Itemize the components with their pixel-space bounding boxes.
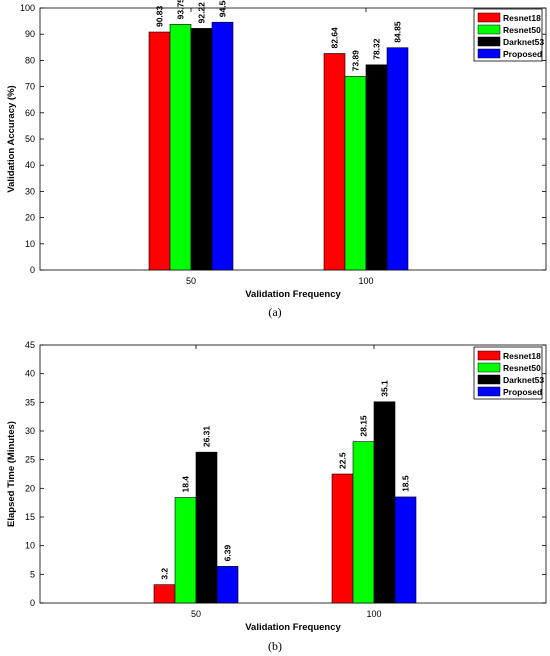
y-tick-label: 80 [25, 55, 35, 65]
data-label: 3.2 [160, 568, 170, 580]
data-label: 35.1 [380, 380, 390, 397]
chart-elapsed-time: 0 5 10 15 20 25 30 35 40 45 50 100 3.2 22.5 18.4 28.15 2… [6, 340, 547, 653]
y-tick-label: 0 [30, 598, 35, 608]
y-tick-label: 40 [25, 160, 35, 170]
data-label: 78.32 [372, 38, 382, 60]
bar-resnet50-100 [352, 441, 375, 604]
panel-caption: (a) [268, 305, 281, 319]
y-tick-label: 35 [25, 397, 35, 407]
y-tick-label: 25 [25, 455, 35, 465]
x-tick-label: 50 [186, 276, 196, 286]
panel-caption: (b) [268, 639, 282, 653]
legend-entry: Proposed [503, 387, 542, 397]
y-tick-label: 0 [30, 265, 35, 275]
data-label: 93.75 [176, 0, 186, 19]
data-label: 94.58 [218, 0, 228, 17]
bar-resnet18-50 [148, 31, 171, 271]
x-axis-label: Validation Frequency [245, 289, 341, 300]
y-tick-label: 20 [25, 213, 35, 223]
y-tick-label: 15 [25, 512, 35, 522]
legend-swatch [477, 12, 501, 23]
bar-resnet18-100 [331, 473, 354, 604]
plot-frame [39, 7, 547, 271]
legend-entry: Proposed [503, 49, 542, 59]
bar-proposed-50 [216, 566, 239, 604]
legend-entry: Darknet53 [503, 375, 544, 385]
plot-frame [39, 344, 547, 604]
legend-swatch [477, 48, 501, 59]
legend-entry: Resnet50 [503, 363, 541, 373]
data-label: 22.5 [338, 452, 348, 469]
legend-entry: Resnet50 [503, 25, 541, 35]
data-label: 82.64 [330, 27, 340, 49]
data-label: 18.4 [181, 476, 191, 493]
legend: Resnet18 Resnet50 Darknet53 Proposed [473, 346, 544, 400]
bar-resnet50-50 [169, 24, 192, 271]
chart-validation-accuracy: 0 10 20 30 40 50 60 70 80 90 100 50 100 90.83 82.64 93.… [6, 0, 547, 319]
bar-darknet53-100 [365, 64, 388, 271]
y-tick-label: 5 [30, 569, 35, 579]
data-label: 84.85 [393, 21, 403, 43]
legend-swatch [477, 24, 501, 35]
x-axis-label: Validation Frequency [245, 622, 341, 633]
legend-entry: Resnet18 [503, 351, 541, 361]
legend-entry: Darknet53 [503, 37, 544, 47]
legend-swatch [477, 362, 501, 373]
x-tick-label: 100 [366, 609, 381, 619]
data-label: 26.31 [202, 426, 212, 448]
legend-swatch [477, 36, 501, 47]
bar-resnet50-50 [174, 497, 197, 604]
data-label: 6.39 [223, 545, 233, 562]
bar-darknet53-50 [195, 451, 218, 604]
y-tick-label: 60 [25, 108, 35, 118]
legend-swatch [477, 386, 501, 397]
data-label: 18.5 [401, 475, 411, 492]
bar-darknet53-100 [373, 401, 396, 604]
data-label: 90.83 [155, 5, 165, 27]
bar-darknet53-50 [190, 28, 213, 271]
y-tick-label: 30 [25, 186, 35, 196]
data-label: 73.89 [351, 50, 361, 72]
bar-resnet50-100 [344, 76, 367, 271]
bar-proposed-100 [394, 496, 417, 604]
data-label: 28.15 [359, 415, 369, 437]
y-tick-label: 90 [25, 29, 35, 39]
y-axis-label: Validation Accuracy (%) [6, 85, 17, 192]
y-tick-label: 50 [25, 134, 35, 144]
y-tick-label: 45 [25, 340, 35, 350]
bar-resnet18-50 [153, 584, 176, 604]
x-tick-label: 50 [191, 609, 201, 619]
legend-entry: Resnet18 [503, 13, 541, 23]
y-axis-label: Elapsed Time (Minutes) [6, 421, 17, 527]
data-label: 92.22 [197, 2, 207, 24]
legend: Resnet18 Resnet50 Darknet53 Proposed [473, 8, 544, 62]
bar-proposed-100 [386, 47, 409, 271]
y-tick-label: 100 [20, 3, 35, 13]
y-tick-label: 70 [25, 82, 35, 92]
y-tick-label: 10 [25, 541, 35, 551]
x-tick-label: 100 [358, 276, 373, 286]
y-tick-label: 30 [25, 426, 35, 436]
y-tick-label: 20 [25, 483, 35, 493]
legend-swatch [477, 350, 501, 361]
y-tick-label: 10 [25, 239, 35, 249]
legend-swatch [477, 374, 501, 385]
bar-proposed-50 [211, 21, 234, 271]
y-tick-label: 40 [25, 369, 35, 379]
bar-resnet18-100 [323, 53, 346, 271]
